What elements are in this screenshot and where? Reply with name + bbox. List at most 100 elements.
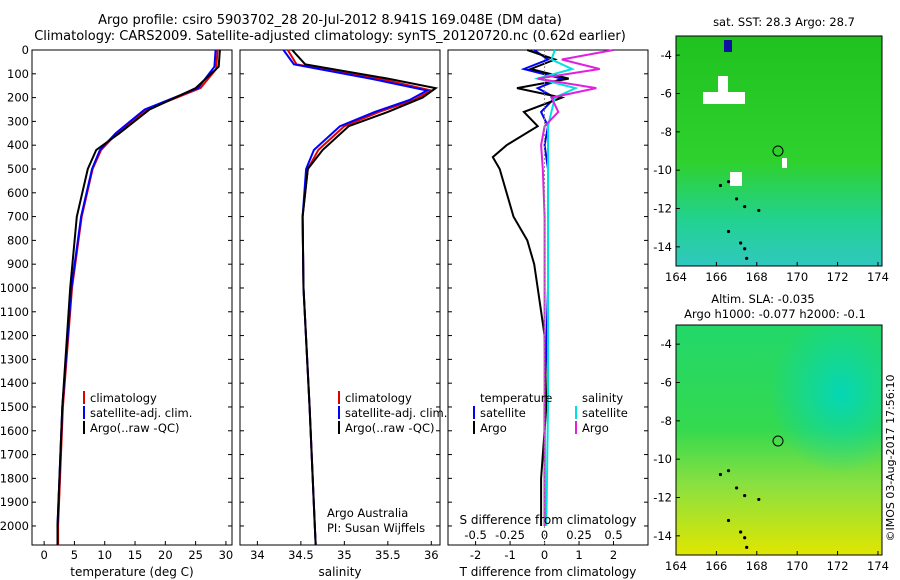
x-tick-label: -2 bbox=[470, 548, 481, 562]
series-line-salinity-argo bbox=[537, 49, 614, 526]
series-line-climatology bbox=[57, 49, 219, 545]
y-tick-label: 1200 bbox=[0, 329, 29, 343]
x-tick-label: 5 bbox=[71, 548, 78, 562]
y-tick-label: 1000 bbox=[0, 281, 29, 295]
map-y-tick-label: -6 bbox=[661, 87, 672, 101]
sst-map-cloud-patch bbox=[782, 158, 787, 168]
top-tick-label: -0.5 bbox=[464, 528, 486, 542]
temperature-plot-frame bbox=[31, 49, 233, 546]
island-outline bbox=[726, 518, 731, 523]
plot-title-line1: Argo profile: csiro 5903702_28 20-Jul-20… bbox=[98, 13, 562, 28]
legend-satellite: satellite-adj. clim. bbox=[345, 406, 447, 420]
series-line-satellite-adj-clim- bbox=[56, 49, 217, 545]
difference-xlabel: T difference from climatology bbox=[459, 565, 637, 579]
island-outline bbox=[726, 180, 731, 184]
map-y-tick-label: -14 bbox=[653, 240, 672, 254]
map-y-tick-label: -4 bbox=[661, 48, 672, 62]
sla-map-frame bbox=[675, 324, 883, 556]
map-y-tick-label: -12 bbox=[653, 491, 672, 505]
annotation-pi: PI: Susan Wijffels bbox=[327, 521, 425, 535]
argo-float-marker bbox=[772, 145, 784, 157]
y-tick-label: 300 bbox=[7, 114, 29, 128]
y-tick-label: 1800 bbox=[0, 471, 29, 485]
x-tick-label: 15 bbox=[128, 548, 143, 562]
legend-sal-argo: Argo bbox=[582, 421, 609, 435]
x-tick-label: -1 bbox=[504, 548, 515, 562]
legend-climatology: climatology bbox=[90, 391, 157, 405]
map-x-tick-label: 168 bbox=[746, 270, 768, 284]
island-outline bbox=[743, 247, 747, 251]
y-tick-label: 200 bbox=[7, 91, 29, 105]
y-tick-label: 700 bbox=[7, 210, 29, 224]
legend-argo: Argo(..raw -QC) bbox=[345, 421, 435, 435]
x-tick-label: 0 bbox=[40, 548, 47, 562]
sst-map-field bbox=[676, 36, 882, 266]
y-tick-label: 1900 bbox=[0, 495, 29, 509]
sla-map-title-line1: Altim. SLA: -0.035 bbox=[711, 292, 815, 306]
annotation-argo-australia: Argo Australia bbox=[327, 506, 408, 520]
map-x-tick-label: 172 bbox=[827, 559, 849, 573]
map-x-tick-label: 172 bbox=[827, 270, 849, 284]
sla-map-title-line2: Argo h1000: -0.077 h2000: -0.1 bbox=[684, 307, 866, 321]
x-tick-label: 34.5 bbox=[288, 548, 314, 562]
map-x-tick-label: 166 bbox=[705, 270, 727, 284]
x-tick-label: 35.5 bbox=[375, 548, 401, 562]
legend-sal-satellite: satellite bbox=[582, 406, 628, 420]
y-tick-label: 1500 bbox=[0, 400, 29, 414]
map-y-tick-label: -10 bbox=[653, 163, 672, 177]
x-tick-label: 34 bbox=[250, 548, 265, 562]
x-tick-label: 20 bbox=[158, 548, 173, 562]
island-outline bbox=[743, 536, 747, 540]
island-outline bbox=[718, 183, 723, 188]
map-y-tick-label: -14 bbox=[653, 529, 672, 543]
map-x-tick-label: 168 bbox=[746, 559, 768, 573]
plot-title-line2: Climatology: CARS2009. Satellite-adjuste… bbox=[34, 29, 626, 44]
sla-map-highlight bbox=[676, 325, 882, 555]
series-line-climatology bbox=[286, 49, 435, 546]
x-tick-label: 36 bbox=[424, 548, 439, 562]
map-x-tick-label: 166 bbox=[705, 559, 727, 573]
series-line-argo-raw-qc- bbox=[291, 49, 439, 546]
series-line-argo-raw-qc- bbox=[56, 49, 221, 545]
x-tick-label: 1 bbox=[575, 548, 582, 562]
y-tick-label: 100 bbox=[7, 67, 29, 81]
map-y-tick-label: -8 bbox=[661, 414, 672, 428]
y-tick-label: 500 bbox=[7, 162, 29, 176]
difference-plot-frame bbox=[447, 49, 649, 546]
y-tick-label: 600 bbox=[7, 186, 29, 200]
difference-top-xlabel: S difference from climatology bbox=[460, 513, 637, 527]
sst-map: 164 166 168 170 172 174 -4 -6 -8 -10 -12 -14 bbox=[653, 35, 889, 284]
y-tick-label: 1300 bbox=[0, 352, 29, 366]
sst-map-cloud-patch bbox=[718, 76, 728, 94]
island-outline bbox=[734, 486, 739, 490]
island-outline bbox=[726, 469, 731, 473]
x-tick-label: 10 bbox=[97, 548, 112, 562]
y-tick-label: 800 bbox=[7, 233, 29, 247]
y-tick-label: 1600 bbox=[0, 424, 29, 438]
legend-climatology: climatology bbox=[345, 391, 412, 405]
credit-text: ©IMOS 03-Aug-2017 17:56:10 bbox=[884, 375, 897, 542]
map-y-tick-label: -8 bbox=[661, 125, 672, 139]
island-outline bbox=[726, 229, 731, 234]
island-outline bbox=[734, 197, 739, 201]
map-x-tick-label: 170 bbox=[786, 270, 808, 284]
legend-satellite: satellite-adj. clim. bbox=[90, 406, 192, 420]
series-line-temperature-argo bbox=[491, 49, 569, 526]
legend-argo: Argo(..raw -QC) bbox=[90, 421, 180, 435]
salinity-xlabel: salinity bbox=[318, 565, 361, 579]
legend-temp-satellite: satellite bbox=[480, 406, 526, 420]
legend-temperature-heading: temperature bbox=[480, 391, 552, 405]
map-x-tick-label: 164 bbox=[665, 270, 687, 284]
map-x-tick-label: 164 bbox=[665, 559, 687, 573]
y-tick-label: 2000 bbox=[0, 519, 29, 533]
y-tick-label: 1700 bbox=[0, 448, 29, 462]
island-outline bbox=[739, 241, 743, 245]
top-tick-label: 0.5 bbox=[604, 528, 622, 542]
map-x-tick-label: 170 bbox=[786, 559, 808, 573]
island-outline bbox=[757, 497, 761, 502]
island-outline bbox=[757, 208, 761, 213]
legend-temp-argo: Argo bbox=[480, 421, 507, 435]
top-tick-label: 0.25 bbox=[566, 528, 592, 542]
